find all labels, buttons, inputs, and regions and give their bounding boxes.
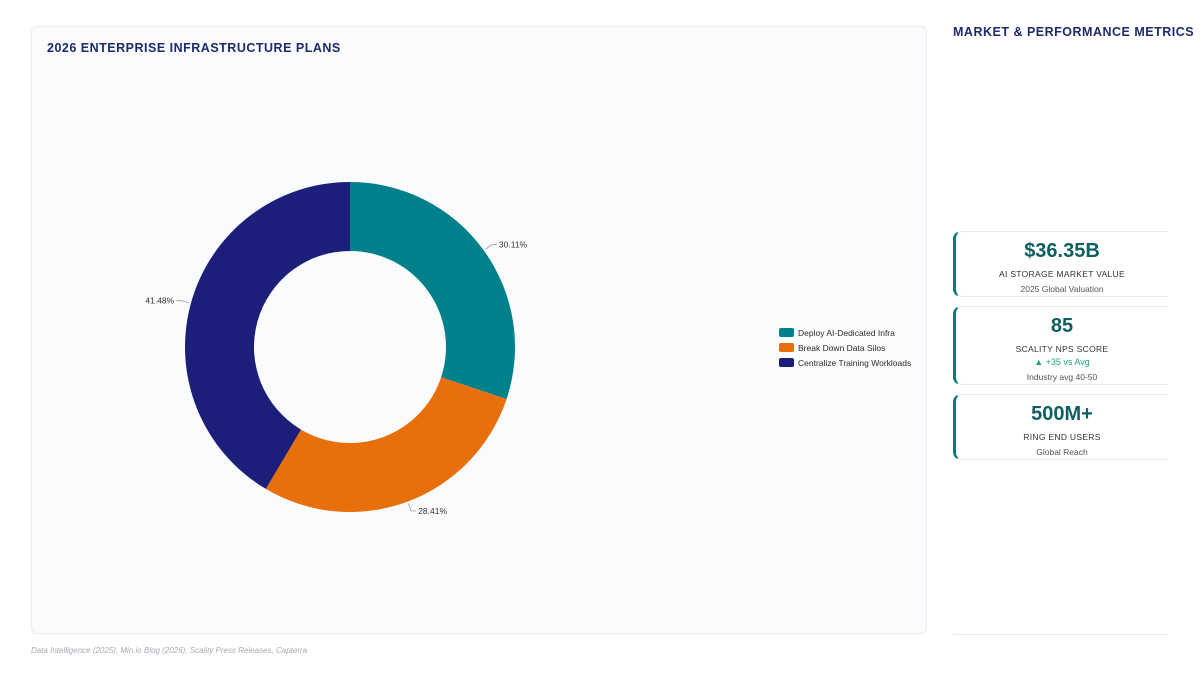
metric-value: 85	[1050, 315, 1074, 337]
metrics-title: MARKET & PERFORMANCE METRICS	[953, 25, 1195, 39]
metric-label: RING END USERS	[1023, 432, 1101, 442]
slice-value-label: 28.41%	[418, 506, 447, 516]
legend-label: Break Down Data Silos	[798, 342, 886, 353]
legend-swatch	[779, 358, 794, 367]
metric-sub: Industry avg 40-50	[1026, 372, 1098, 382]
divider	[953, 634, 1168, 635]
donut-slice[interactable]	[350, 182, 515, 400]
legend-label: Deploy AI-Dedicated Infra	[798, 327, 895, 338]
metric-sub: Global Reach	[1036, 447, 1088, 457]
metric-card-nps-score: 85 SCALITY NPS SCORE ▲ +35 vs Avg Indust…	[953, 306, 1168, 385]
metric-card-market-value: $36.35B AI STORAGE MARKET VALUE 2025 Glo…	[953, 231, 1168, 297]
chart-legend: Deploy AI-Dedicated Infra Break Down Dat…	[779, 325, 911, 370]
legend-item[interactable]: Break Down Data Silos	[779, 340, 911, 355]
label-leader-line	[176, 300, 190, 304]
metric-value: $36.35B	[1024, 240, 1100, 262]
legend-swatch	[779, 343, 794, 352]
donut-slice[interactable]	[265, 377, 507, 512]
metric-delta: ▲ +35 vs Avg	[1034, 357, 1090, 367]
metric-card-end-users: 500M+ RING END USERS Global Reach	[953, 394, 1168, 460]
metric-value: 500M+	[1031, 403, 1093, 425]
metric-sub: 2025 Global Valuation	[1020, 284, 1104, 294]
legend-label: Centralize Training Workloads	[798, 357, 912, 368]
slice-value-label: 41.48%	[145, 296, 174, 306]
slice-value-label: 30.11%	[499, 240, 528, 250]
legend-item[interactable]: Centralize Training Workloads	[779, 355, 911, 370]
label-leader-line	[408, 503, 417, 512]
source-footnote: Data Intelligence (2025), Min.io Blog (2…	[31, 646, 308, 655]
chart-card: 2026 ENTERPRISE INFRASTRUCTURE PLANS 30.…	[31, 26, 927, 634]
chart-title: 2026 ENTERPRISE INFRASTRUCTURE PLANS	[47, 41, 341, 55]
donut-chart: 30.11% 28.41% 41.48%	[145, 182, 528, 516]
metric-label: AI STORAGE MARKET VALUE	[999, 269, 1125, 279]
label-leader-line	[485, 244, 497, 250]
legend-item[interactable]: Deploy AI-Dedicated Infra	[779, 325, 911, 340]
legend-swatch	[779, 328, 794, 337]
donut-slice[interactable]	[185, 182, 350, 489]
metric-label: SCALITY NPS SCORE	[1015, 344, 1109, 354]
